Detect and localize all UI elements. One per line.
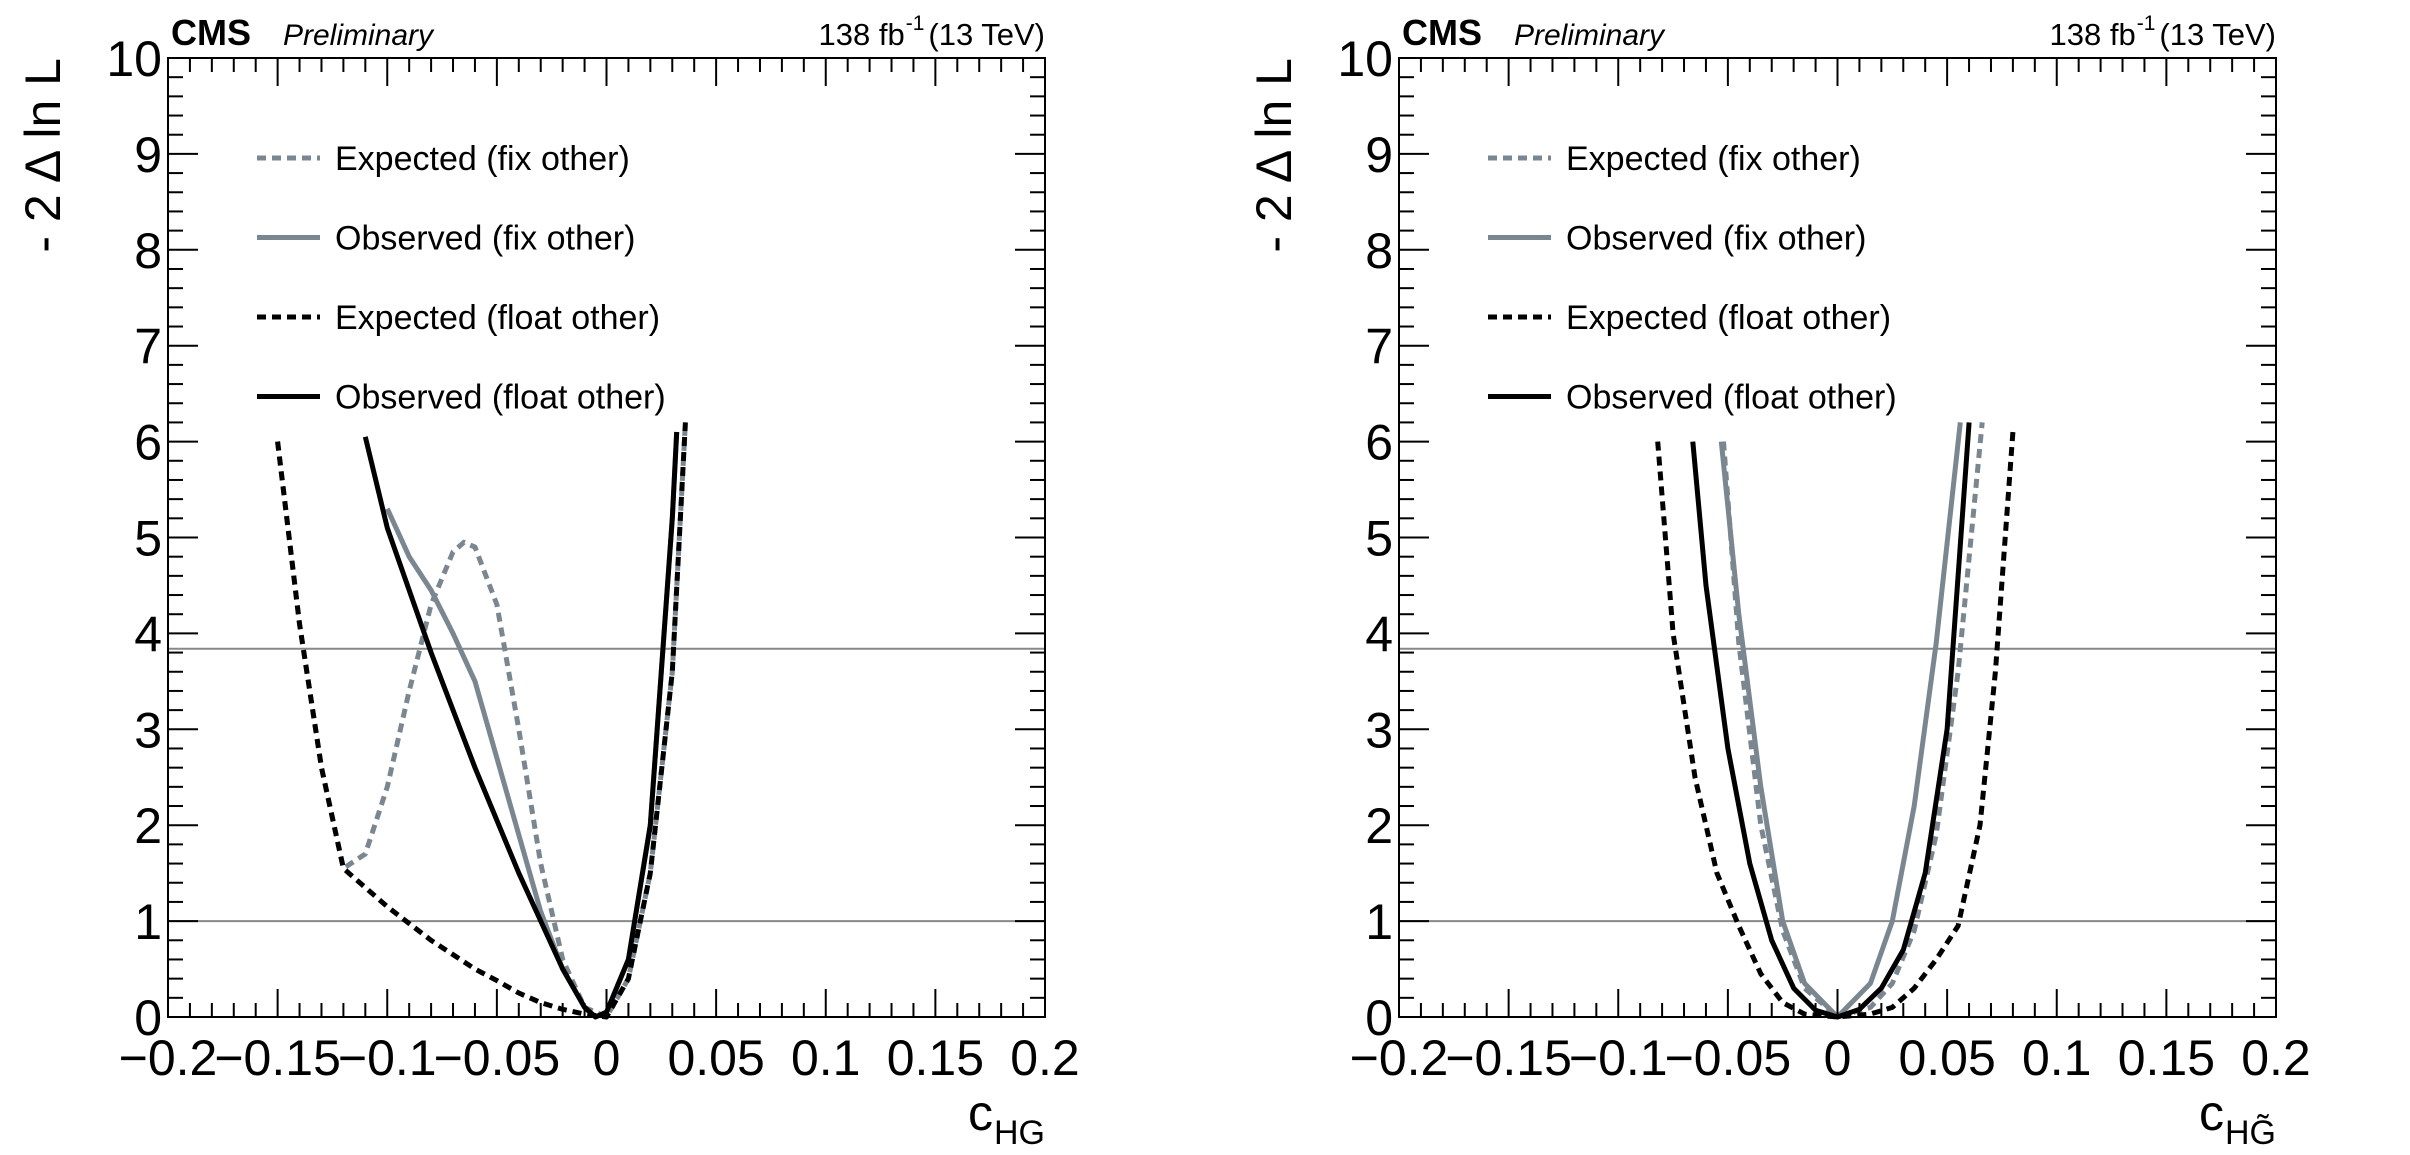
plot-frame xyxy=(167,57,1046,1018)
lumi-exponent: -1 xyxy=(906,12,925,35)
curve xyxy=(1721,422,1985,1020)
y-tick-label: 8 xyxy=(134,223,162,279)
lumi-exponent: -1 xyxy=(2137,12,2156,35)
x-tick-label: −0.2 xyxy=(1350,1030,1449,1086)
y-axis-label: - 2 Δ ln L xyxy=(1246,58,1302,253)
x-tick-label: 0.2 xyxy=(1010,1030,1080,1086)
experiment: CMS xyxy=(171,12,251,53)
x-axis-label: c xyxy=(2199,1085,2224,1141)
luminosity: 138 fb xyxy=(819,17,905,52)
x-axis-label-subscript: HG̃ xyxy=(2225,1113,2276,1152)
luminosity: 138 fb xyxy=(2050,17,2136,52)
experiment: CMS xyxy=(1402,12,1482,53)
x-tick-label: −0.2 xyxy=(119,1030,218,1086)
y-tick-label: 10 xyxy=(1337,31,1393,87)
legend-label: Expected (fix other) xyxy=(1566,140,1861,178)
plot-frame xyxy=(1398,57,2277,1018)
curve xyxy=(1690,422,1972,1020)
legend-label: Observed (fix other) xyxy=(335,220,635,258)
x-tick-label: −0.15 xyxy=(214,1030,341,1086)
y-tick-label: 1 xyxy=(134,894,162,950)
y-tick-label: 7 xyxy=(134,319,162,375)
y-tick-label: 5 xyxy=(1365,511,1393,567)
x-tick-label: 0 xyxy=(593,1030,621,1086)
x-tick-label: 0.15 xyxy=(2118,1030,2215,1086)
y-tick-label: 6 xyxy=(1365,415,1393,471)
y-tick-label: 2 xyxy=(134,798,162,854)
x-tick-label: −0.1 xyxy=(338,1030,437,1086)
legend-label: Expected (fix other) xyxy=(335,140,630,178)
status: Preliminary xyxy=(283,19,435,52)
x-tick-label: −0.05 xyxy=(434,1030,561,1086)
y-tick-label: 3 xyxy=(134,702,162,758)
y-tick-label: 6 xyxy=(134,415,162,471)
y-tick-label: 1 xyxy=(1365,894,1393,950)
y-tick-label: 9 xyxy=(134,127,162,183)
curve xyxy=(275,422,688,1020)
y-tick-label: 4 xyxy=(1365,606,1393,662)
y-tick-label: 0 xyxy=(1365,990,1393,1046)
legend-label: Observed (float other) xyxy=(1566,379,1897,417)
x-tick-label: 0.2 xyxy=(2241,1030,2311,1086)
legend-label: Observed (float other) xyxy=(335,379,666,417)
y-tick-label: 9 xyxy=(1365,127,1393,183)
y-tick-label: 4 xyxy=(134,606,162,662)
legend-label: Expected (float other) xyxy=(335,299,660,337)
x-tick-label: −0.05 xyxy=(1665,1030,1792,1086)
y-tick-label: 5 xyxy=(134,511,162,567)
y-tick-label: 3 xyxy=(1365,702,1393,758)
y-tick-label: 8 xyxy=(1365,223,1393,279)
curve xyxy=(275,422,688,1020)
legend-label: Observed (fix other) xyxy=(1566,220,1866,258)
x-tick-label: 0.05 xyxy=(667,1030,764,1086)
y-tick-label: 2 xyxy=(1365,798,1393,854)
x-axis-label-subscript: HG xyxy=(994,1114,1045,1152)
y-tick-label: 7 xyxy=(1365,319,1393,375)
legend-label: Expected (float other) xyxy=(1566,299,1891,337)
x-tick-label: 0.05 xyxy=(1898,1030,1995,1086)
x-axis-label: c xyxy=(968,1085,993,1141)
y-tick-label: 10 xyxy=(106,31,162,87)
x-tick-label: 0.1 xyxy=(2022,1030,2092,1086)
x-tick-label: −0.15 xyxy=(1445,1030,1572,1086)
y-axis-label: - 2 Δ ln L xyxy=(15,58,71,253)
energy: (13 TeV) xyxy=(2159,17,2276,52)
x-tick-label: 0 xyxy=(1824,1030,1852,1086)
status: Preliminary xyxy=(1514,19,1666,52)
curve xyxy=(1718,422,1963,1020)
x-tick-label: 0.15 xyxy=(887,1030,984,1086)
x-tick-label: −0.1 xyxy=(1569,1030,1668,1086)
y-tick-label: 0 xyxy=(134,990,162,1046)
curve xyxy=(362,431,680,1020)
x-tick-label: 0.1 xyxy=(791,1030,861,1086)
energy: (13 TeV) xyxy=(928,17,1045,52)
